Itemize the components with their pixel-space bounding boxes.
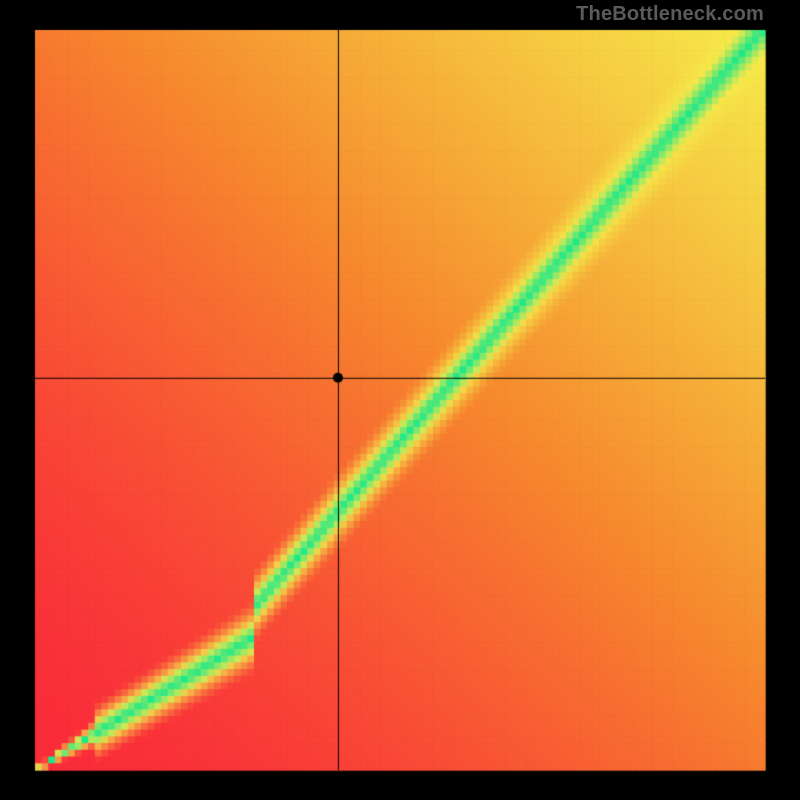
watermark-text: TheBottleneck.com	[576, 3, 764, 26]
bottleneck-heatmap	[0, 0, 800, 800]
